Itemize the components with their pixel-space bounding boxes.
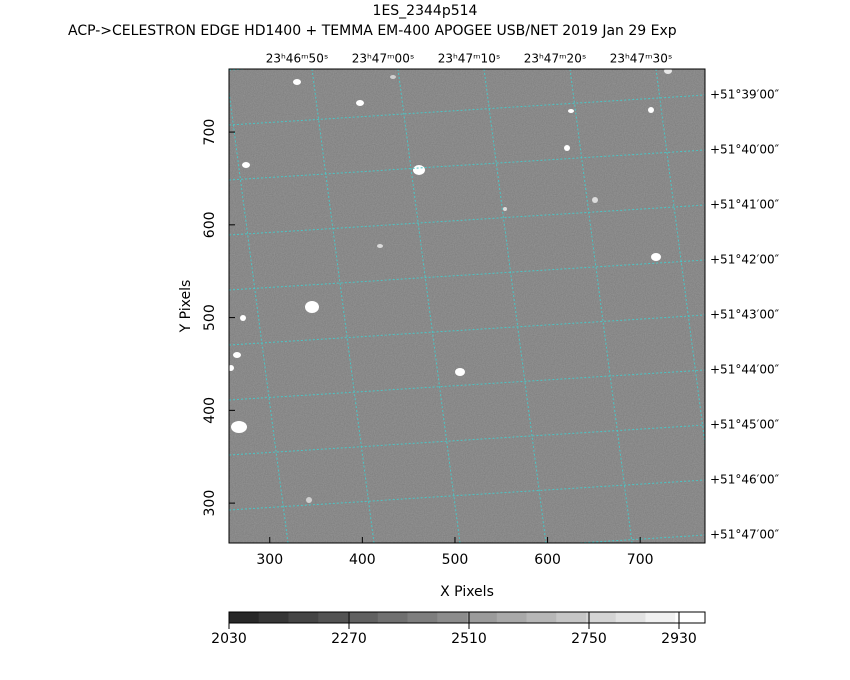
colorbar-segment	[467, 612, 498, 623]
y-tick-label: 700	[202, 119, 218, 146]
dec-grid-line	[229, 479, 705, 511]
ra-label: 23ʰ46ᵐ50ˢ	[266, 52, 329, 66]
colorbar-tick-label: 2270	[331, 631, 367, 647]
x-tick-label: 400	[349, 552, 376, 568]
colorbar-segment	[437, 612, 468, 623]
plot-frame	[228, 68, 706, 544]
colorbar-segment	[586, 612, 617, 623]
dec-grid-line	[229, 149, 705, 181]
dec-label: +51°42′00″	[710, 253, 780, 267]
ra-label: 23ʰ47ᵐ00ˢ	[352, 52, 415, 66]
dec-label: +51°46′00″	[710, 473, 780, 487]
x-axis-label: X Pixels	[440, 584, 494, 600]
dec-grid-line	[229, 94, 705, 126]
colorbar-tick-label: 2030	[211, 631, 247, 647]
ra-label: 23ʰ47ᵐ30ˢ	[610, 52, 673, 66]
colorbar-segment	[318, 612, 349, 623]
dec-label: +51°44′00″	[710, 363, 780, 377]
colorbar-segment	[496, 612, 527, 623]
colorbar: 2030 2270 2510 2750 2930	[211, 611, 706, 647]
colorbar-segment	[615, 612, 646, 623]
y-tick-label: 600	[202, 211, 218, 238]
y-axis-label: Y Pixels	[178, 280, 194, 334]
dec-label: +51°41′00″	[710, 198, 780, 212]
x-tick-label: 700	[627, 552, 654, 568]
colorbar-segment	[288, 612, 319, 623]
dec-label: +51°43′00″	[710, 308, 780, 322]
colorbar-tick-label: 2930	[661, 631, 697, 647]
x-tick-label: 600	[534, 552, 561, 568]
coordinate-grid	[229, 69, 705, 543]
colorbar-segment	[348, 612, 379, 623]
colorbar-segment	[675, 612, 706, 623]
colorbar-segment	[229, 612, 260, 623]
dec-label: +51°39′00″	[710, 88, 780, 102]
ra-label: 23ʰ47ᵐ20ˢ	[524, 52, 587, 66]
dec-grid-line	[570, 534, 705, 543]
subtitle: ACP->CELESTRON EDGE HD1400 + TEMMA EM-40…	[68, 23, 677, 39]
colorbar-tick-label: 2510	[451, 631, 487, 647]
dec-label: +51°40′00″	[710, 143, 780, 157]
y-tick-label: 500	[202, 304, 218, 331]
dec-label: +51°45′00″	[710, 418, 780, 432]
dec-grid-line	[229, 314, 705, 346]
dec-grid-line	[229, 204, 705, 236]
dec-grid-line	[229, 424, 705, 456]
colorbar-segment	[556, 612, 587, 623]
colorbar-segment	[526, 612, 557, 623]
y-tick-label: 300	[202, 490, 218, 517]
x-tick-label: 300	[256, 552, 283, 568]
colorbar-segment	[258, 612, 289, 623]
title: 1ES_2344p514	[373, 3, 478, 19]
colorbar-segment	[407, 612, 438, 623]
dec-grid-line	[229, 259, 705, 291]
sky-image	[229, 69, 705, 543]
colorbar-segment	[645, 612, 676, 623]
ra-label: 23ʰ47ᵐ10ˢ	[438, 52, 501, 66]
stars	[229, 69, 672, 503]
x-tick-label: 500	[442, 552, 469, 568]
y-tick-label: 400	[202, 397, 218, 424]
colorbar-segment	[377, 612, 408, 623]
colorbar-tick-label: 2750	[571, 631, 607, 647]
dec-grid-line	[229, 369, 705, 401]
dec-label: +51°47′00″	[710, 528, 780, 542]
